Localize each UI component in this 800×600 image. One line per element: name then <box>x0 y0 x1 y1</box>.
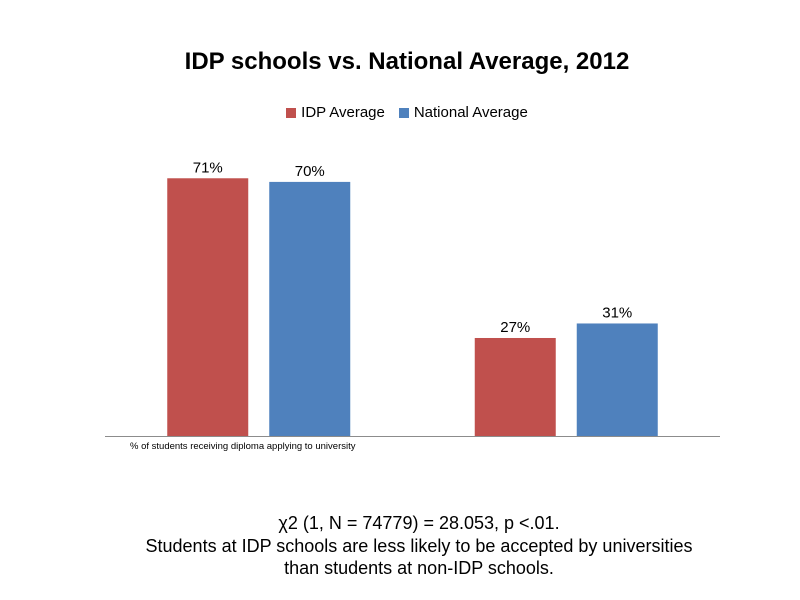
legend-swatch-national <box>398 108 409 118</box>
legend-item-national: National Average <box>398 103 528 123</box>
footnote-stat-line: χ2 (1, N = 74779) = 28.053, p <.01. <box>278 513 560 533</box>
footnote: χ2 (1, N = 74779) = 28.053, p <.01. Stud… <box>0 512 800 580</box>
chart-title: IDP schools vs. National Average, 2012 <box>184 48 630 75</box>
bars-layer <box>167 178 658 436</box>
bar-idp-0 <box>167 178 249 436</box>
legend-item-idp: IDP Average <box>286 103 385 123</box>
data-label-idp-1: 27% <box>500 319 530 336</box>
bar-national-0 <box>269 181 351 436</box>
bar-national-1 <box>576 323 658 436</box>
chart-legend: IDP Average National Average <box>0 103 800 123</box>
labels-layer: 71% 70% 27% 31% <box>193 159 633 336</box>
legend-label-national: National Average <box>413 104 528 121</box>
bar-idp-1 <box>474 337 556 436</box>
data-label-national-1: 31% <box>602 304 632 321</box>
footnote-line-3: than students at non-IDP schools. <box>284 558 554 578</box>
footnote-line-2: Students at IDP schools are less likely … <box>145 535 693 556</box>
legend-swatch-idp <box>286 108 297 118</box>
legend-label-idp: IDP Average <box>301 104 385 121</box>
data-label-idp-0: 71% <box>193 159 223 176</box>
category-label-0: % of students receiving diploma applying… <box>130 441 356 452</box>
data-label-national-0: 70% <box>295 163 325 180</box>
